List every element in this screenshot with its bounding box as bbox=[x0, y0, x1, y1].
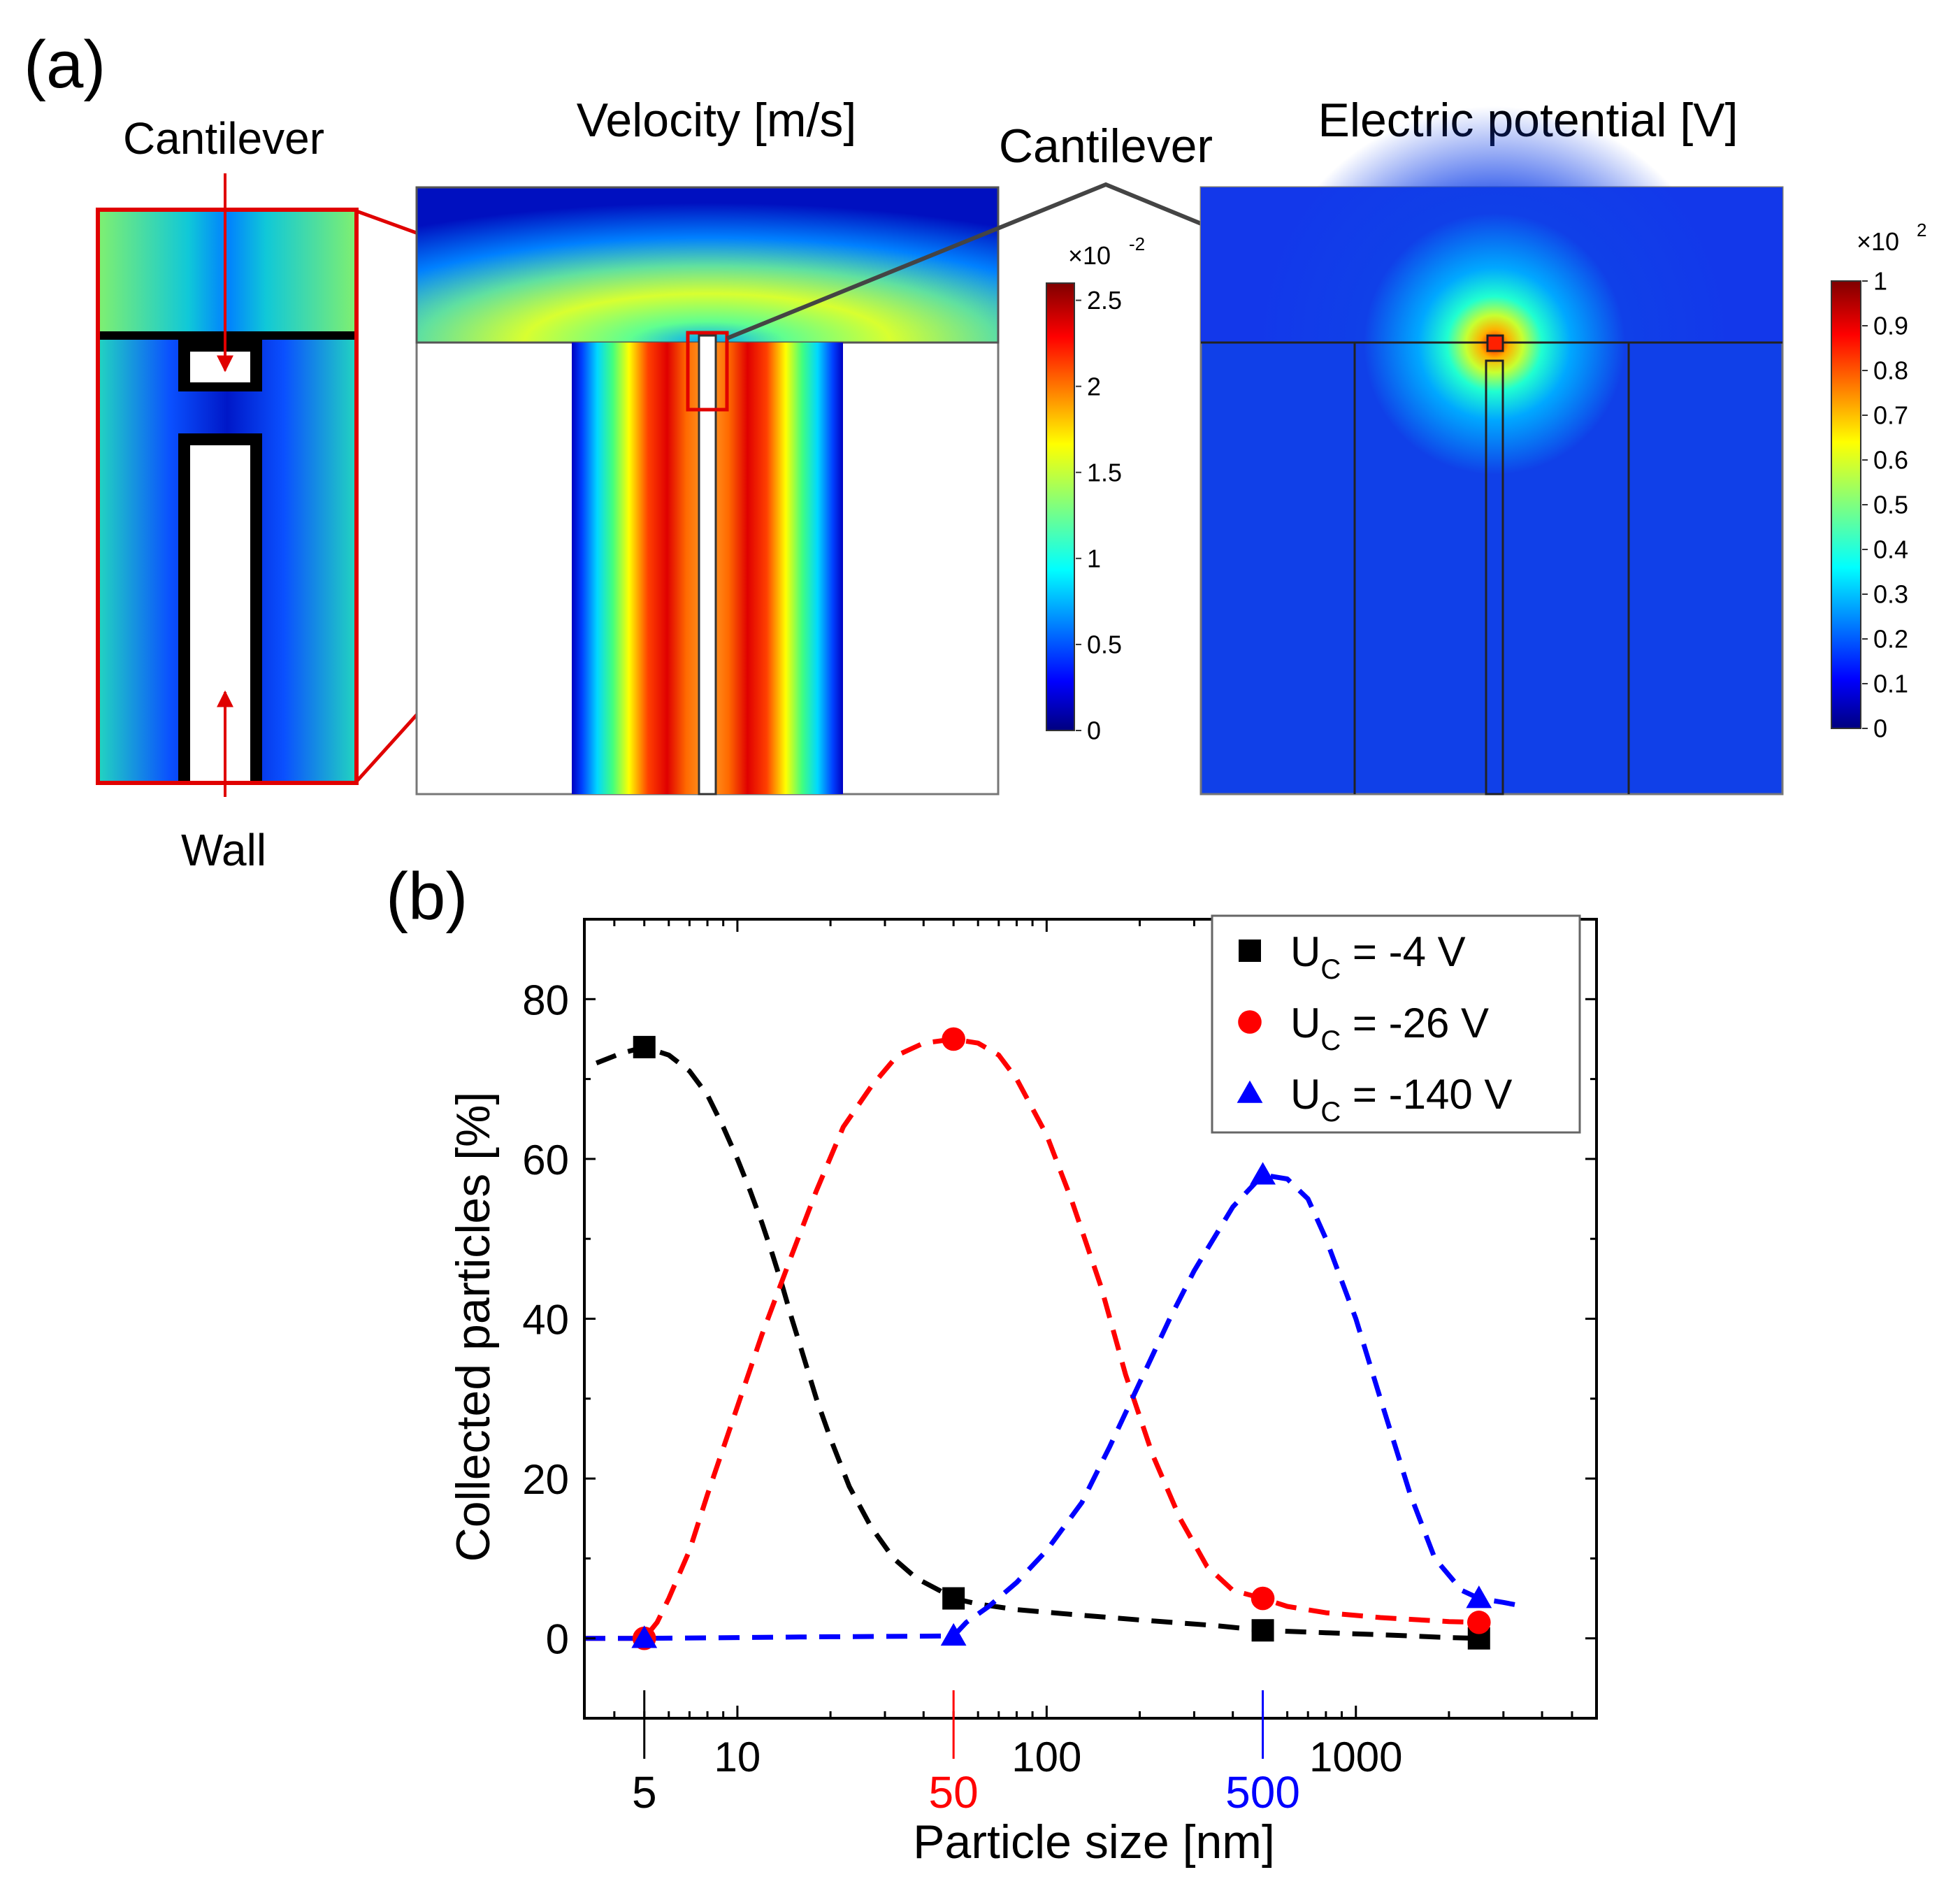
y-tick-label: 40 bbox=[522, 1297, 569, 1344]
velocity-colorbar-tick-label: 1.5 bbox=[1087, 458, 1122, 487]
series-fit-line bbox=[584, 1172, 1525, 1641]
data-point bbox=[1251, 1619, 1274, 1642]
potential-colorbar-tick-label: 0.1 bbox=[1873, 670, 1908, 698]
velocity-title: Velocity [m/s] bbox=[577, 94, 857, 147]
data-point bbox=[631, 1625, 658, 1648]
velocity-colorbar: ×10 -2 0 0.5 1 1.5 2 2.5 bbox=[1046, 233, 1145, 745]
x-tick-label: 10 bbox=[714, 1734, 761, 1780]
velocity-colorbar-tick-label: 2.5 bbox=[1087, 286, 1122, 315]
legend-marker bbox=[1237, 1080, 1263, 1103]
potential-colorbar-tick-label: 0 bbox=[1873, 714, 1887, 743]
zoom-wall-label: Wall bbox=[181, 825, 266, 875]
velocity-colorbar-tick-label: 0.5 bbox=[1087, 631, 1122, 659]
panel-b-label: (b) bbox=[386, 859, 468, 934]
legend-marker bbox=[1238, 1010, 1262, 1034]
potential-colorbar-exp-base: ×10 bbox=[1857, 227, 1899, 256]
cantilever-label: Cantilever bbox=[999, 120, 1213, 173]
x-tick-label: 1000 bbox=[1309, 1734, 1402, 1780]
x-tick-label: 100 bbox=[1011, 1734, 1081, 1780]
velocity-colorbar-exp: -2 bbox=[1129, 233, 1145, 254]
y-tick-label: 0 bbox=[546, 1616, 569, 1663]
data-point bbox=[1466, 1585, 1492, 1608]
legend-marker bbox=[1239, 940, 1261, 962]
potential-colorbar-tick-label: 0.5 bbox=[1873, 491, 1908, 519]
potential-colorbar: ×10 2 0 0.1 0.2 0.3 0.4 0.5 0.6 0.7 0.8 0.9 1 bbox=[1831, 219, 1926, 743]
potential-colorbar-tick-label: 0.6 bbox=[1873, 446, 1908, 475]
legend-entry: UC = -26 V bbox=[1290, 1000, 1489, 1056]
y-tick-label: 80 bbox=[522, 977, 569, 1023]
x-axis-label: Particle size [nm] bbox=[913, 1815, 1275, 1869]
potential-colorbar-tick-label: 0.3 bbox=[1873, 580, 1908, 609]
velocity-colorbar-tick-label: 0 bbox=[1087, 717, 1101, 745]
velocity-field bbox=[415, 186, 1000, 796]
potential-colorbar-tick-label: 0.9 bbox=[1873, 312, 1908, 340]
potential-field bbox=[1199, 106, 1784, 796]
data-point bbox=[633, 1035, 656, 1058]
collection-chart: 0 20 40 60 80 10 100 1000 5 50 500 UC = -4 V UC = -… bbox=[447, 914, 1598, 1869]
highlight-tick-label: 50 bbox=[929, 1767, 979, 1818]
velocity-colorbar-tick-label: 1 bbox=[1087, 544, 1101, 573]
y-tick-label: 60 bbox=[522, 1137, 569, 1183]
legend-entry: UC = -4 V bbox=[1290, 928, 1466, 985]
series-fit-line bbox=[595, 1044, 1479, 1641]
data-point bbox=[1251, 1586, 1275, 1611]
velocity-colorbar-exp-base: ×10 bbox=[1068, 241, 1111, 270]
y-tick-label: 20 bbox=[522, 1456, 569, 1503]
data-point bbox=[1467, 1611, 1491, 1634]
data-point bbox=[940, 1622, 967, 1646]
panel-a-label: (a) bbox=[24, 27, 106, 102]
potential-colorbar-tick-label: 0.8 bbox=[1873, 357, 1908, 385]
highlight-tick-label: 5 bbox=[632, 1767, 657, 1818]
zoom-inset bbox=[96, 208, 359, 785]
potential-colorbar-tick-label: 0.7 bbox=[1873, 401, 1908, 430]
potential-colorbar-tick-label: 1 bbox=[1873, 267, 1887, 296]
zoom-cantilever-label: Cantilever bbox=[123, 113, 324, 164]
legend-box bbox=[1211, 914, 1581, 1134]
data-point bbox=[942, 1027, 965, 1051]
data-point bbox=[942, 1587, 965, 1610]
potential-colorbar-exp: 2 bbox=[1917, 219, 1926, 240]
highlight-tick-label: 500 bbox=[1225, 1767, 1300, 1818]
potential-colorbar-tick-label: 0.2 bbox=[1873, 625, 1908, 654]
legend-entry: UC = -140 V bbox=[1290, 1071, 1512, 1128]
y-axis-label: Collected particles [%] bbox=[447, 1092, 500, 1562]
velocity-colorbar-tick-label: 2 bbox=[1087, 372, 1101, 401]
potential-colorbar-tick-label: 0.4 bbox=[1873, 535, 1908, 564]
data-point bbox=[1250, 1162, 1276, 1185]
